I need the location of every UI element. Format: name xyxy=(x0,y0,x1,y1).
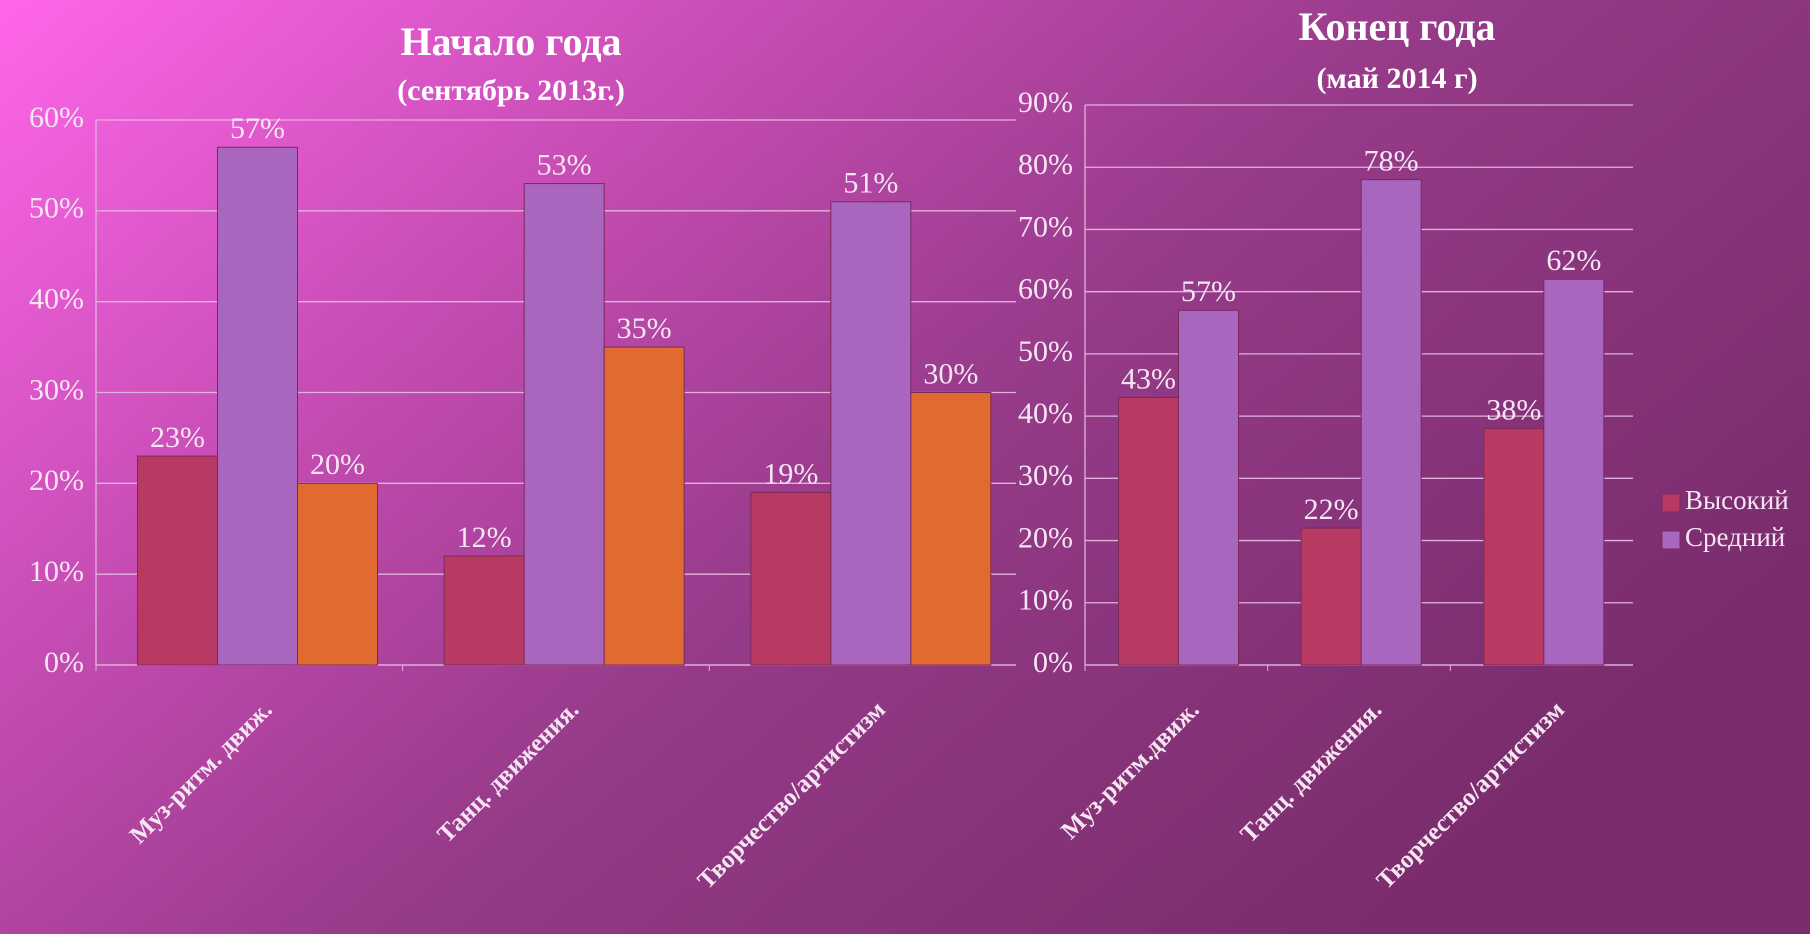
bar xyxy=(750,491,832,666)
bar xyxy=(1543,278,1605,666)
bar xyxy=(1178,309,1239,666)
data-label: 57% xyxy=(1181,275,1236,308)
bar xyxy=(603,346,685,666)
bar xyxy=(297,482,378,666)
y-tick-label: 10% xyxy=(29,555,84,588)
y-tick-label: 60% xyxy=(1018,273,1073,306)
legend-swatch xyxy=(1661,493,1681,513)
data-label: 19% xyxy=(763,457,818,490)
bar xyxy=(137,455,218,666)
data-label: 53% xyxy=(537,148,592,181)
bar xyxy=(1118,396,1179,666)
y-tick-label: 70% xyxy=(1018,210,1073,243)
y-tick-label: 50% xyxy=(1018,335,1073,368)
y-tick-label: 10% xyxy=(1018,584,1073,617)
y-tick-label: 90% xyxy=(1018,86,1073,119)
bar xyxy=(1300,527,1362,666)
chart-subtitle: (май 2014 г) xyxy=(1316,62,1477,95)
bar xyxy=(217,146,298,666)
data-label: 43% xyxy=(1121,362,1176,395)
y-tick-label: 20% xyxy=(1018,521,1073,554)
bar xyxy=(910,392,992,666)
bar xyxy=(443,555,525,666)
y-tick-label: 60% xyxy=(29,101,84,134)
legend-label: Средний xyxy=(1685,522,1785,552)
data-label: 38% xyxy=(1486,393,1541,426)
bar xyxy=(830,201,912,666)
bar xyxy=(1360,179,1422,666)
data-label: 62% xyxy=(1546,244,1601,277)
legend-swatch xyxy=(1661,530,1681,550)
y-tick-label: 0% xyxy=(1033,646,1073,679)
data-label: 51% xyxy=(843,167,898,200)
y-tick-label: 0% xyxy=(44,646,84,679)
chart-title: Начало года xyxy=(400,19,621,64)
data-label: 57% xyxy=(230,112,285,145)
data-label: 20% xyxy=(310,448,365,481)
y-tick-label: 80% xyxy=(1018,148,1073,181)
legend-label: Высокий xyxy=(1685,485,1789,515)
y-tick-label: 40% xyxy=(29,283,84,316)
data-label: 30% xyxy=(923,357,978,390)
data-label: 12% xyxy=(457,521,512,554)
data-label: 22% xyxy=(1304,493,1359,526)
y-tick-label: 50% xyxy=(29,192,84,225)
y-tick-label: 30% xyxy=(1018,459,1073,492)
data-label: 78% xyxy=(1364,145,1419,178)
y-tick-label: 30% xyxy=(29,373,84,406)
data-label: 35% xyxy=(617,312,672,345)
chart-subtitle: (сентябрь 2013г.) xyxy=(397,74,625,107)
bar xyxy=(1483,428,1545,666)
chart-title: Конец года xyxy=(1298,4,1495,49)
y-tick-label: 20% xyxy=(29,464,84,497)
bar xyxy=(523,183,605,666)
data-label: 23% xyxy=(150,421,205,454)
y-tick-label: 40% xyxy=(1018,397,1073,430)
